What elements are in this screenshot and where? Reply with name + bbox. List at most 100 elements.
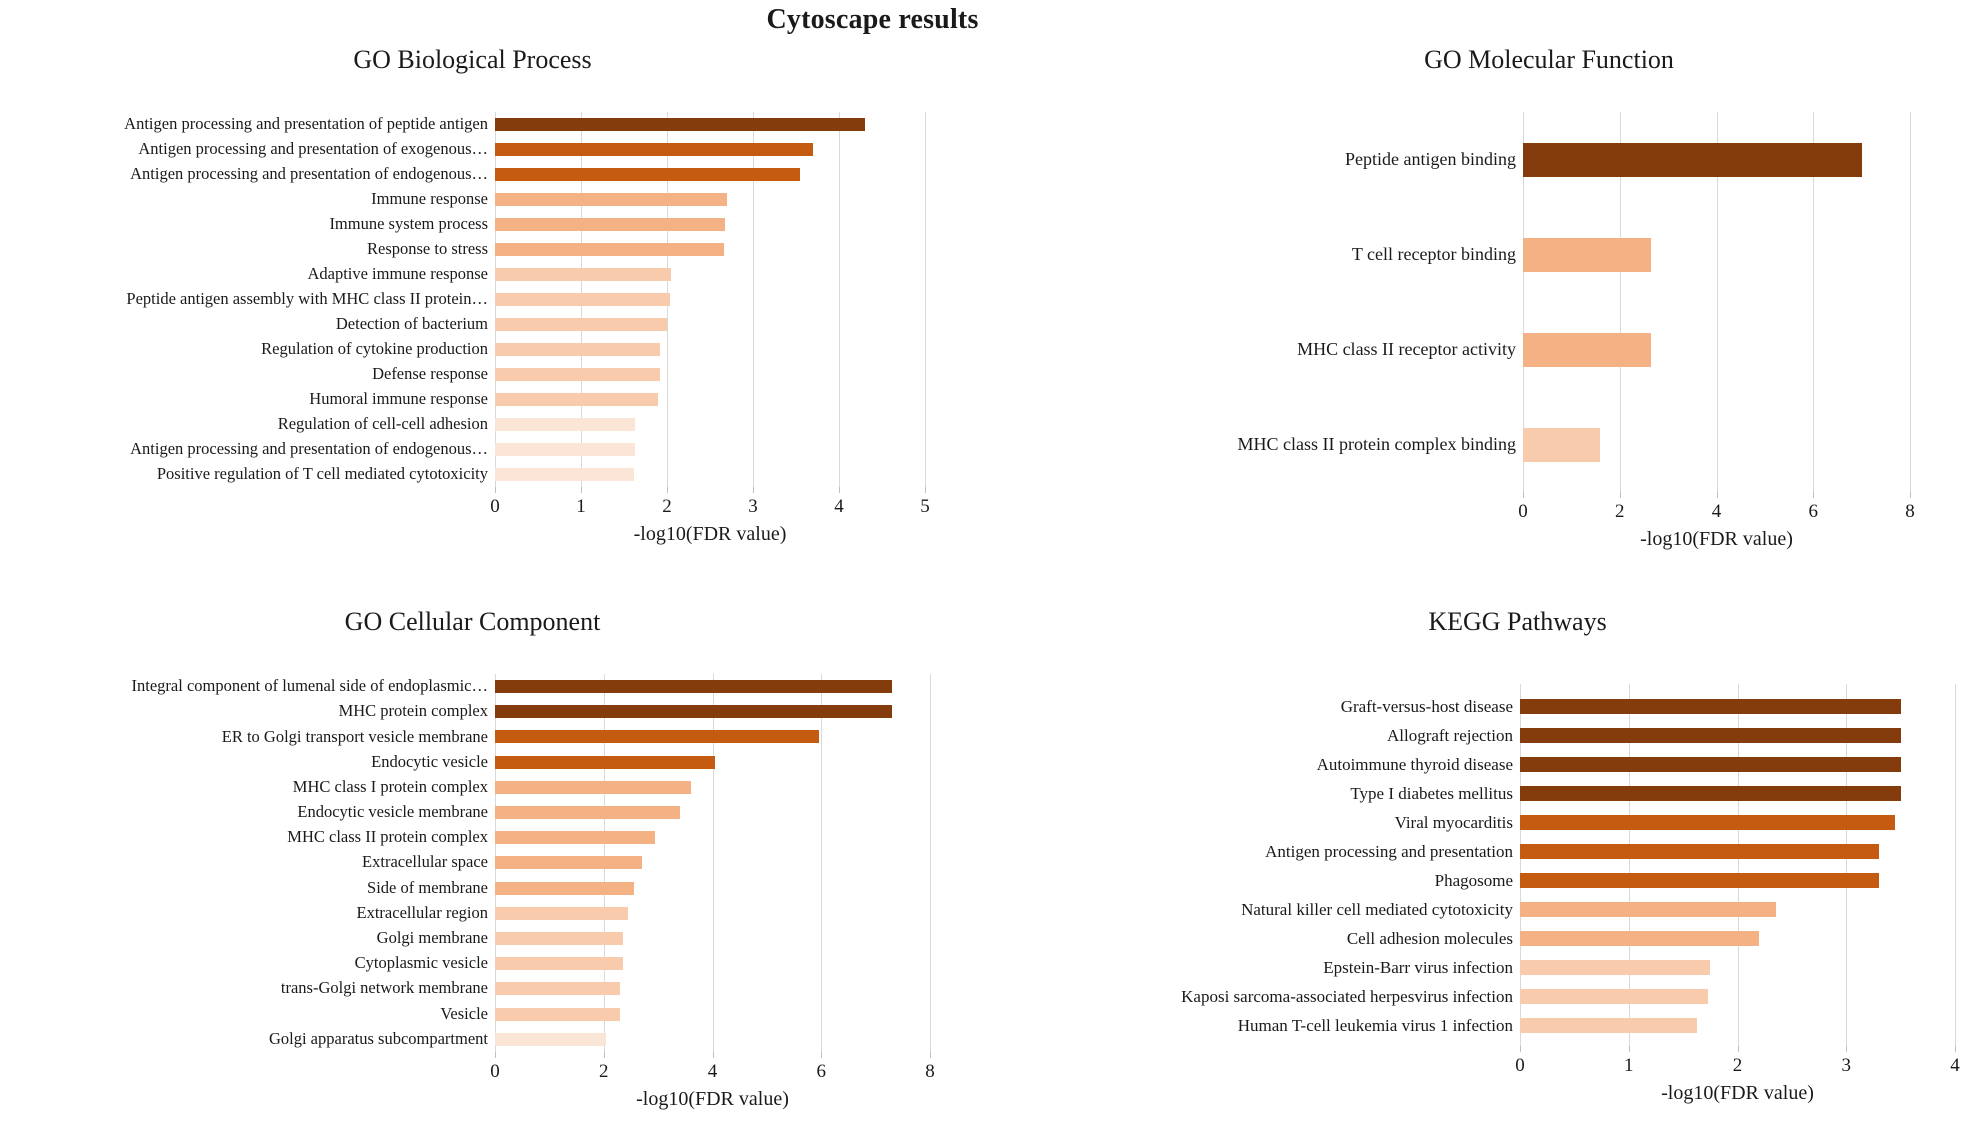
x-axis: 0 1 2 3 4 5 (490, 487, 930, 523)
category-label: MHC class II protein complex (287, 827, 488, 847)
axis-tick-label: 2 (662, 496, 672, 517)
bar (1520, 960, 1711, 975)
bar-row: MHC class I protein complex (15, 775, 930, 800)
bar (495, 393, 659, 406)
bar-row: Antigen processing and presentation of e… (15, 437, 930, 462)
bar-track (495, 750, 930, 775)
bar-row: Extracellular space (15, 850, 930, 875)
bar (1520, 873, 1879, 888)
bar-row: Antigen processing and presentation (1065, 837, 1970, 866)
axis-tick-label: 3 (748, 496, 758, 517)
bar-track (495, 412, 925, 437)
bar-track (1520, 866, 1955, 895)
bar-rows: Antigen processing and presentation of p… (15, 112, 930, 487)
gridline (1737, 684, 1739, 1046)
bar (495, 780, 691, 794)
bar-row: Viral myocarditis (1065, 808, 1970, 837)
gridline (1619, 112, 1621, 492)
bar-row: Immune response (15, 187, 930, 212)
chart-title: GO Molecular Function (1424, 45, 1674, 74)
bar-row: Extracellular region (15, 901, 930, 926)
category-label: MHC protein complex (338, 701, 488, 721)
bar-row: Humoral immune response (15, 387, 930, 412)
bar-row: Graft-versus-host disease (1065, 692, 1970, 721)
axis-tick-label: 0 (1518, 501, 1528, 522)
category-label: MHC class I protein complex (292, 776, 488, 796)
bar-track (495, 800, 930, 825)
category-label: Natural killer cell mediated cytotoxicit… (1241, 899, 1513, 919)
category-label: Graft-versus-host disease (1340, 696, 1513, 716)
category-label: Immune response (371, 189, 488, 209)
x-axis-label: -log10(FDR value) (633, 523, 787, 545)
bar-row: Positive regulation of T cell mediated c… (15, 462, 930, 487)
axis-tick-label: 2 (1732, 1055, 1743, 1076)
axis-tick-mark (1955, 1046, 1956, 1052)
bar-track (1520, 982, 1955, 1011)
bar-track (1520, 924, 1955, 953)
bar-row: Endocytic vesicle (15, 750, 930, 775)
axis-tick-mark (1813, 492, 1815, 498)
bar-row: MHC class II protein complex binding (1188, 397, 1910, 492)
gridline (1716, 112, 1718, 492)
axis-tick-mark (1520, 1046, 1521, 1052)
category-label: Regulation of cytokine production (261, 339, 488, 359)
category-label: Extracellular region (356, 902, 488, 922)
bar-row: MHC protein complex (15, 699, 930, 724)
category-label: Antigen processing and presentation of e… (130, 164, 488, 184)
axis-tick-mark (712, 1051, 714, 1058)
bar-row: MHC class II receptor activity (1188, 302, 1910, 397)
bar-row: trans-Golgi network membrane (15, 976, 930, 1001)
bar-track (1520, 953, 1955, 982)
axis-tick-mark (839, 487, 840, 493)
bar-track (495, 724, 930, 749)
chart-go-cellular-component: GO Cellular Component Integral component… (15, 598, 935, 1111)
category-label: Type I diabetes mellitus (1350, 783, 1513, 803)
axis-tick-label: 4 (707, 1060, 718, 1082)
category-label: Antigen processing and presentation (1265, 841, 1513, 861)
axis-tick-label: 8 (925, 1060, 935, 1082)
grid-overlay (1523, 112, 1911, 492)
bar-track (495, 337, 925, 362)
bar-track (1520, 837, 1955, 866)
bar (495, 856, 642, 870)
x-axis: 0 2 4 6 8 (1518, 492, 1915, 528)
bar-track (495, 362, 925, 387)
category-label: MHC class II protein complex binding (1237, 434, 1516, 455)
bar-row: Side of membrane (15, 876, 930, 901)
gridline (1910, 112, 1911, 492)
bar-row: Endocytic vesicle membrane (15, 800, 930, 825)
bar-track (1520, 779, 1955, 808)
axis-tick-mark (1619, 492, 1621, 498)
category-label: Integral component of lumenal side of en… (131, 676, 488, 696)
category-label: Peptide antigen binding (1345, 149, 1516, 170)
bar-row: Antigen processing and presentation of e… (15, 162, 930, 187)
bar-track (495, 262, 925, 287)
category-label: T cell receptor binding (1351, 244, 1516, 265)
bar-track (1523, 397, 1910, 492)
bar-row: Cytoplasmic vesicle (15, 951, 930, 976)
chart-go-biological-process: GO Biological Process Antigen processing… (15, 36, 930, 546)
bar-track (495, 775, 930, 800)
bar (1523, 142, 1862, 177)
bar (495, 680, 892, 694)
category-label: Response to stress (367, 239, 488, 259)
bar (495, 368, 661, 381)
category-label: trans-Golgi network membrane (280, 978, 488, 998)
bar-row: Cell adhesion molecules (1065, 924, 1970, 953)
axis-tick-label: 1 (1624, 1055, 1634, 1076)
axis-tick-label: 5 (920, 496, 930, 517)
bar-track (495, 137, 925, 162)
bar (1520, 757, 1901, 772)
axis-tick-label: 2 (599, 1060, 609, 1082)
bar-row: Golgi membrane (15, 926, 930, 951)
gridline (1523, 112, 1524, 492)
bar (495, 1007, 621, 1021)
bar (495, 755, 716, 769)
bar (495, 881, 634, 895)
bar-row: Phagosome (1065, 866, 1970, 895)
x-axis-label: -log10(FDR value) (1661, 1082, 1814, 1104)
axis-tick-label: 4 (1950, 1055, 1960, 1076)
bar-row: Response to stress (15, 237, 930, 262)
gridline (1813, 112, 1815, 492)
bar-track (495, 951, 930, 976)
